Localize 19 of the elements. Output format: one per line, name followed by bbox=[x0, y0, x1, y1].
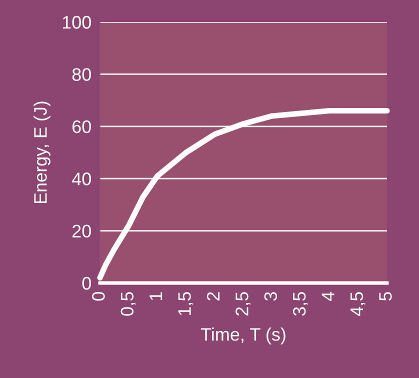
y-tick-label: 60 bbox=[72, 120, 91, 134]
x-tick-label: 5 bbox=[379, 292, 392, 301]
y-tick-label: 80 bbox=[72, 68, 91, 81]
y-tick-label: 0 bbox=[82, 276, 91, 290]
x-tick-label: 3,5 bbox=[292, 292, 308, 316]
x-tick-label: 3 bbox=[264, 292, 278, 301]
y-tick-label: 20 bbox=[72, 224, 91, 238]
y-axis-title: Energy, E (J) bbox=[34, 102, 50, 204]
x-tick-label: 4,5 bbox=[350, 292, 366, 316]
x-axis-title: Time, T (s) bbox=[200, 328, 286, 344]
y-tick-label: 40 bbox=[72, 172, 91, 186]
x-tick-label: 2 bbox=[206, 292, 220, 300]
x-tick-label: 1,5 bbox=[178, 292, 194, 316]
y-tick-label: 100 bbox=[62, 16, 91, 29]
x-tick-label: 0,5 bbox=[120, 292, 136, 316]
x-tick-label: 1 bbox=[150, 292, 162, 300]
x-tick-label: 0 bbox=[92, 292, 105, 301]
x-tick-label: 4 bbox=[322, 292, 334, 301]
x-tick-label: 2,5 bbox=[236, 292, 250, 316]
